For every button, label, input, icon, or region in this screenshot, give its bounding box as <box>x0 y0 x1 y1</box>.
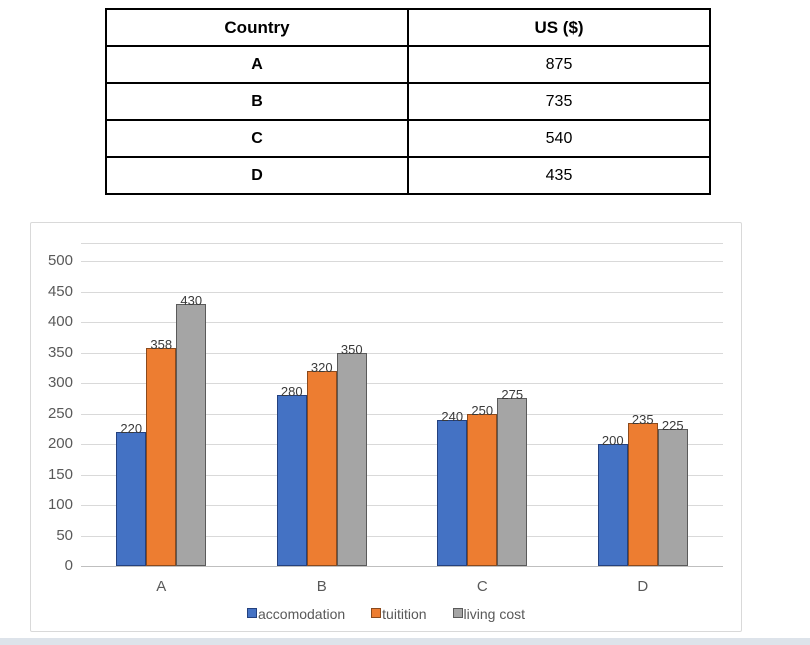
bar-data-label: 320 <box>310 359 333 375</box>
y-tick-label: 250 <box>47 404 73 422</box>
table-header-cell-1: US ($) <box>407 8 711 47</box>
gridline <box>81 383 723 385</box>
bar-tuitition-C <box>467 413 498 566</box>
bar-living-cost-C <box>497 398 528 566</box>
bar-data-label: 280 <box>280 384 303 400</box>
cost-table: Country US ($) A 875 B 735 C 540 D 435 <box>105 8 711 195</box>
table-row: D 435 <box>105 156 711 195</box>
chart-panel: 0 50 100 150 200 250 300 350 400 450 500 220 358 430 A… <box>30 222 742 632</box>
y-tick-label: 350 <box>47 343 73 361</box>
bar-living-cost-D <box>657 428 688 566</box>
bar-data-label: 240 <box>441 408 464 424</box>
gridline <box>81 352 723 354</box>
gridline <box>81 444 723 446</box>
country-cell: D <box>105 156 409 195</box>
table-row: A 875 <box>105 45 711 84</box>
page-bottom-strip <box>0 638 810 645</box>
gridline <box>81 474 723 476</box>
cost-table-body: A 875 B 735 C 540 D 435 <box>105 45 711 195</box>
gridline <box>81 535 723 537</box>
bar-data-label: 275 <box>501 387 524 403</box>
legend-item-accomodation: accomodation <box>247 606 345 622</box>
y-tick-label: 100 <box>47 496 73 514</box>
category-label-A: A <box>156 578 167 595</box>
bar-data-label: 250 <box>471 402 494 418</box>
y-tick-label: 400 <box>47 313 73 331</box>
bar-data-label: 430 <box>180 292 203 308</box>
legend-label: tuitition <box>382 606 427 622</box>
bar-chart: 0 50 100 150 200 250 300 350 400 450 500 220 358 430 A… <box>31 223 741 629</box>
bar-tuitition-A <box>146 347 177 566</box>
table-header-cell-0: Country <box>105 8 409 47</box>
gridline <box>81 291 723 293</box>
legend-item-living-cost: living cost <box>452 606 525 622</box>
table-header-row: Country US ($) <box>105 8 711 47</box>
y-tick-label: 450 <box>47 282 73 300</box>
country-cell: C <box>105 119 409 158</box>
y-tick-label: 150 <box>47 465 73 483</box>
country-cell: B <box>105 82 409 121</box>
bar-data-label: 358 <box>150 336 173 352</box>
legend-label: living cost <box>463 606 525 622</box>
y-tick-label: 300 <box>47 374 73 392</box>
y-tick-label: 50 <box>56 526 73 544</box>
gridline <box>81 505 723 507</box>
cost-table-head: Country US ($) <box>105 8 711 47</box>
category-label-D: D <box>637 578 649 595</box>
bar-data-label: 225 <box>661 417 684 433</box>
bar-data-label: 220 <box>120 420 143 436</box>
legend-label: accomodation <box>258 606 346 622</box>
legend-item-tuitition: tuitition <box>371 606 427 622</box>
bar-data-label: 200 <box>601 433 624 449</box>
x-axis-line <box>81 566 723 567</box>
value-cell: 735 <box>407 82 711 121</box>
value-cell: 540 <box>407 119 711 158</box>
y-tick-label: 500 <box>47 252 73 270</box>
bar-data-label: 350 <box>340 341 363 357</box>
gridline <box>81 261 723 263</box>
bar-living-cost-B <box>336 352 367 566</box>
bar-accomodation-B <box>276 395 307 566</box>
chart-legend: accomodation tuitition living cost <box>31 606 741 622</box>
country-cell: A <box>105 45 409 84</box>
bar-accomodation-C <box>437 419 468 566</box>
category-label-B: B <box>316 578 327 595</box>
bar-living-cost-A <box>176 303 207 566</box>
bar-accomodation-A <box>116 431 147 566</box>
bar-data-label: 235 <box>631 411 654 427</box>
table-row: C 540 <box>105 119 711 158</box>
bar-tuitition-B <box>306 370 337 566</box>
y-tick-label: 200 <box>47 435 73 453</box>
legend-marker-icon <box>452 608 463 618</box>
gridline <box>81 413 723 415</box>
table-row: B 735 <box>105 82 711 121</box>
category-label-C: C <box>476 578 488 595</box>
bar-accomodation-D <box>597 444 628 566</box>
legend-marker-icon <box>247 608 257 618</box>
legend-marker-icon <box>371 608 382 618</box>
y-tick-label: 0 <box>64 557 73 574</box>
plot-top-line <box>81 243 723 244</box>
value-cell: 875 <box>407 45 711 84</box>
bar-tuitition-D <box>627 422 658 566</box>
gridline <box>81 322 723 324</box>
value-cell: 435 <box>407 156 711 195</box>
